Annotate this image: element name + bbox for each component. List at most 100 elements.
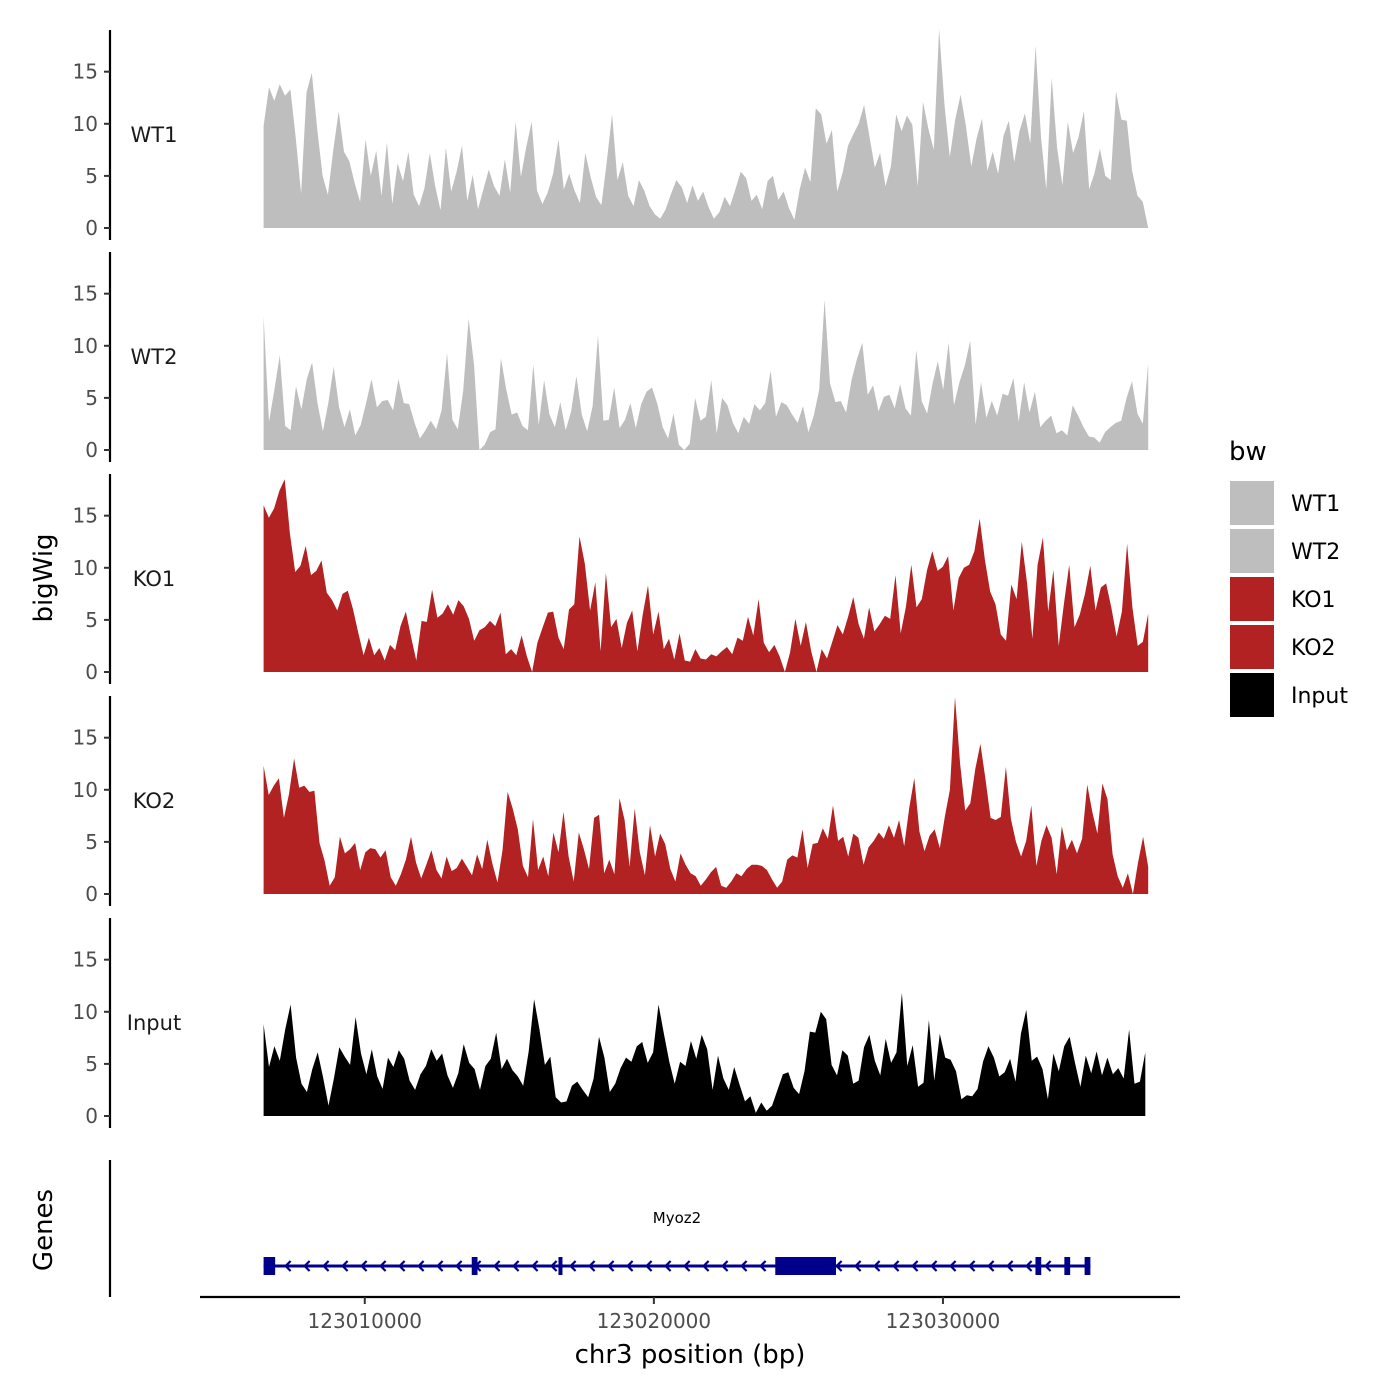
strand-arrow xyxy=(531,1260,539,1272)
strand-arrow xyxy=(664,1260,672,1272)
legend-label-WT2: WT2 xyxy=(1291,540,1340,565)
track-WT2: 0 5 10 15 WT2 xyxy=(73,252,1149,462)
strand-arrow xyxy=(341,1260,349,1272)
exon-3 xyxy=(558,1257,563,1275)
legend-key-WT1 xyxy=(1228,479,1276,527)
gene-label: Myoz2 xyxy=(653,1209,701,1227)
strand-arrow xyxy=(721,1260,729,1272)
y-tick-label-Input-15: 15 xyxy=(73,948,98,972)
strand-arrow xyxy=(607,1260,615,1272)
exon-2 xyxy=(471,1257,478,1275)
strand-arrow xyxy=(968,1260,976,1272)
exon-1 xyxy=(263,1257,276,1275)
exon-4 xyxy=(775,1257,836,1275)
strand-arrow xyxy=(284,1260,292,1272)
strand-arrow xyxy=(626,1260,634,1272)
y-tick-label-Input-5: 5 xyxy=(85,1052,98,1076)
legend-key-KO1 xyxy=(1228,575,1276,623)
strand-arrow xyxy=(398,1260,406,1272)
track-label-KO2: KO2 xyxy=(133,789,176,813)
strand-arrow xyxy=(873,1260,881,1272)
x-tick-label-0: 123010000 xyxy=(308,1309,423,1333)
exon-6 xyxy=(1064,1257,1071,1275)
legend-label-KO2: KO2 xyxy=(1291,636,1336,661)
strand-arrow xyxy=(892,1260,900,1272)
y-tick-label-WT1-15: 15 xyxy=(73,60,98,84)
y-tick-label-KO1-0: 0 xyxy=(85,660,98,684)
strand-arrow xyxy=(512,1260,520,1272)
area-WT2 xyxy=(263,299,1149,450)
strand-arrow xyxy=(588,1260,596,1272)
y-tick-label-Input-0: 0 xyxy=(85,1104,98,1128)
y-tick-label-WT1-5: 5 xyxy=(85,164,98,188)
legend-title: bw xyxy=(1229,437,1267,467)
y-tick-label-WT1-0: 0 xyxy=(85,216,98,240)
track-label-Input: Input xyxy=(127,1011,181,1035)
y-axis-title: bigWig xyxy=(29,533,59,622)
strand-arrow xyxy=(360,1260,368,1272)
strand-arrow xyxy=(1044,1260,1052,1272)
y-tick-label-KO1-15: 15 xyxy=(73,504,98,528)
strand-arrow xyxy=(455,1260,463,1272)
track-KO2: 0 5 10 15 KO2 xyxy=(73,696,1149,906)
strand-arrow xyxy=(740,1260,748,1272)
track-WT1: 0 5 10 15 WT1 xyxy=(73,29,1149,240)
strand-arrow xyxy=(987,1260,995,1272)
y-tick-label-WT2-5: 5 xyxy=(85,386,98,410)
strand-arrow xyxy=(683,1260,691,1272)
strand-arrow xyxy=(1025,1260,1033,1272)
y-tick-label-WT2-15: 15 xyxy=(73,282,98,306)
legend-label-Input: Input xyxy=(1291,684,1348,709)
strand-arrow xyxy=(417,1260,425,1272)
strand-arrow xyxy=(949,1260,957,1272)
track-label-WT1: WT1 xyxy=(131,123,178,147)
strand-arrow xyxy=(493,1260,501,1272)
strand-arrow xyxy=(702,1260,710,1272)
strand-arrow xyxy=(645,1260,653,1272)
exon-5 xyxy=(1035,1257,1042,1275)
track-panels: 0 5 10 15 WT1 0 5 10 15 WT2 0 5 10 15 KO1 0 5 10 15 KO2 0 5 10… xyxy=(73,29,1149,1128)
strand-arrow xyxy=(911,1260,919,1272)
legend-key-KO2 xyxy=(1228,623,1276,671)
area-WT1 xyxy=(263,29,1149,228)
exon-7 xyxy=(1084,1257,1091,1275)
y-tick-label-WT2-10: 10 xyxy=(73,334,98,358)
track-label-KO1: KO1 xyxy=(133,567,176,591)
area-Input xyxy=(263,993,1146,1116)
area-KO1 xyxy=(263,479,1149,672)
strand-arrow xyxy=(303,1260,311,1272)
genes-axis-title: Genes xyxy=(29,1189,59,1271)
y-tick-label-WT2-0: 0 xyxy=(85,438,98,462)
legend-label-WT1: WT1 xyxy=(1291,492,1340,517)
legend-key-WT2 xyxy=(1228,527,1276,575)
genes-panel: Myoz2 xyxy=(108,1160,1091,1297)
x-tick-label-2: 123030000 xyxy=(886,1309,1001,1333)
legend-label-KO1: KO1 xyxy=(1291,588,1336,613)
legend-key-Input xyxy=(1228,671,1276,719)
y-tick-label-KO1-10: 10 xyxy=(73,556,98,580)
y-tick-label-KO2-15: 15 xyxy=(73,726,98,750)
x-tick-label-1: 123020000 xyxy=(597,1309,712,1333)
strand-arrow xyxy=(930,1260,938,1272)
y-tick-label-WT1-10: 10 xyxy=(73,112,98,136)
y-tick-label-KO2-0: 0 xyxy=(85,882,98,906)
track-label-WT2: WT2 xyxy=(131,345,178,369)
x-axis: 123010000 123020000 123030000 xyxy=(200,1295,1180,1333)
y-tick-label-Input-10: 10 xyxy=(73,1000,98,1024)
y-tick-label-KO1-5: 5 xyxy=(85,608,98,632)
strand-arrow xyxy=(1006,1260,1014,1272)
y-tick-label-KO2-10: 10 xyxy=(73,778,98,802)
track-KO1: 0 5 10 15 KO1 xyxy=(73,474,1149,684)
x-axis-title: chr3 position (bp) xyxy=(575,1340,806,1370)
strand-arrow xyxy=(322,1260,330,1272)
area-KO2 xyxy=(263,697,1149,894)
legend: bw WT1 WT2 KO1 KO2 Input xyxy=(1228,437,1348,719)
strand-arrow xyxy=(379,1260,387,1272)
strand-arrow xyxy=(854,1260,862,1272)
track-Input: 0 5 10 15 Input xyxy=(73,918,1146,1128)
strand-arrow xyxy=(759,1260,767,1272)
strand-arrow xyxy=(835,1260,843,1272)
strand-arrow xyxy=(436,1260,444,1272)
y-tick-label-KO2-5: 5 xyxy=(85,830,98,854)
